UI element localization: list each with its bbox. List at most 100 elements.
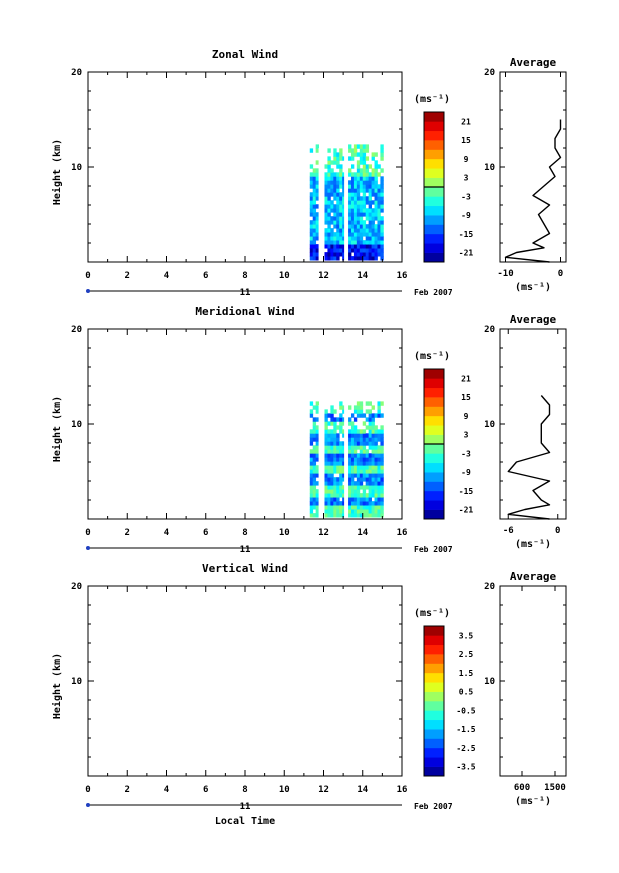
heatmap-cell — [330, 457, 334, 462]
heatmap-cell — [339, 413, 343, 418]
heatmap-cell — [348, 192, 352, 197]
heatmap-cell — [359, 256, 364, 261]
heatmap-cell — [330, 248, 334, 253]
heatmap-cell — [359, 176, 364, 181]
heatmap-cell — [359, 212, 364, 217]
heatmap-cell — [371, 441, 375, 446]
heatmap-cell — [362, 244, 367, 249]
heatmap-cell — [380, 441, 384, 446]
heatmap-cell — [380, 196, 384, 201]
heatmap-cell — [315, 224, 319, 229]
heatmap-cell — [365, 485, 370, 490]
heatmap-cell — [312, 433, 317, 438]
heatmap-cell — [374, 160, 378, 165]
heatmap-cell — [374, 477, 378, 482]
heatmap-cell — [368, 188, 372, 193]
heatmap-cell — [353, 489, 358, 494]
heatmap-cell — [330, 256, 334, 261]
colorbar-tick-label: 9 — [464, 412, 469, 421]
heatmap-cell — [312, 477, 317, 482]
heatmap-cell — [324, 437, 328, 442]
heatmap-cell — [324, 497, 328, 502]
heatmap-cell — [324, 493, 328, 498]
heatmap-cell — [330, 445, 334, 450]
heatmap-cell — [377, 405, 381, 410]
heatmap-cell — [374, 180, 378, 185]
heatmap-cell — [330, 421, 334, 426]
panel-title: Vertical Wind — [202, 562, 288, 575]
heatmap-cell — [336, 513, 340, 518]
heatmap-cell — [368, 256, 372, 261]
colorbar: (ms⁻¹) 21 15 9 3 -3 -9 -15 -21 — [414, 351, 473, 520]
heatmap-cell — [353, 216, 358, 221]
heatmap-cell — [312, 457, 317, 462]
heatmap-cell — [365, 244, 370, 249]
heatmap-cell — [362, 453, 367, 458]
heatmap-cell — [315, 417, 319, 422]
heatmap-cell — [312, 216, 317, 221]
heatmap-cell — [377, 473, 381, 478]
heatmap-cell — [359, 168, 364, 173]
heatmap-cell — [342, 196, 346, 201]
heatmap-cell — [380, 224, 384, 229]
heatmap-cell — [342, 489, 346, 494]
heatmap-cell — [336, 425, 340, 430]
average-x-label: (ms⁻¹) — [515, 796, 551, 807]
heatmap-cell — [362, 252, 367, 257]
heatmap-cell — [327, 473, 331, 478]
heatmap-cell — [362, 469, 367, 474]
heatmap-cell — [350, 473, 355, 478]
colorbar-swatch — [424, 369, 444, 379]
heatmap-cell — [353, 501, 358, 506]
heatmap-cell — [336, 497, 340, 502]
heatmap-cell — [353, 152, 358, 157]
heatmap-cell — [365, 501, 370, 506]
heatmap-cell — [330, 449, 334, 454]
heatmap-cell — [312, 204, 317, 209]
heatmap-cell — [342, 212, 346, 217]
heatmap-cell — [336, 180, 340, 185]
colorbar-swatch — [424, 738, 444, 749]
colorbar-swatch — [424, 509, 444, 520]
heatmap-cell — [359, 220, 364, 225]
heatmap-cell — [356, 204, 361, 209]
heatmap-cell — [380, 240, 384, 245]
heatmap-cell — [315, 509, 319, 514]
colorbar-swatch — [424, 729, 444, 739]
heatmap-cell — [330, 200, 334, 205]
average-profile-line — [504, 119, 562, 263]
heatmap-cell — [377, 192, 381, 197]
heatmap-cell — [365, 172, 370, 177]
heatmap-cell — [377, 465, 381, 470]
heatmap-cell — [309, 513, 314, 518]
heatmap-cell — [315, 405, 319, 410]
x-tick-label: 2 — [125, 271, 130, 281]
heatmap-cell — [348, 449, 352, 454]
heatmap-cell — [327, 469, 331, 474]
heatmap-cell — [312, 196, 317, 201]
heatmap-cell — [350, 156, 355, 161]
heatmap-cell — [339, 469, 343, 474]
average-y-tick-label: 10 — [484, 163, 495, 173]
heatmap-cell — [365, 441, 370, 446]
heatmap-cell — [356, 485, 361, 490]
heatmap-cell — [339, 421, 343, 426]
heatmap-cell — [377, 497, 381, 502]
heatmap-cell — [342, 248, 346, 253]
heatmap-cell — [324, 417, 328, 422]
heatmap-cell — [330, 216, 334, 221]
average-panel: Average 10 20 -6 0 (ms⁻¹) — [484, 313, 567, 550]
heatmap-cell — [315, 212, 319, 217]
heatmap-cell — [333, 485, 337, 490]
heatmap-cell — [336, 228, 340, 233]
heatmap-cell — [348, 513, 352, 518]
heatmap-cell — [365, 228, 370, 233]
heatmap-cell — [330, 176, 334, 181]
heatmap-cell — [336, 192, 340, 197]
heatmap-cell — [342, 200, 346, 205]
heatmap-cell — [339, 172, 343, 177]
date-marker — [86, 289, 90, 293]
heatmap-cell — [356, 188, 361, 193]
heatmap-cell — [359, 216, 364, 221]
heatmap-cell — [380, 413, 384, 418]
